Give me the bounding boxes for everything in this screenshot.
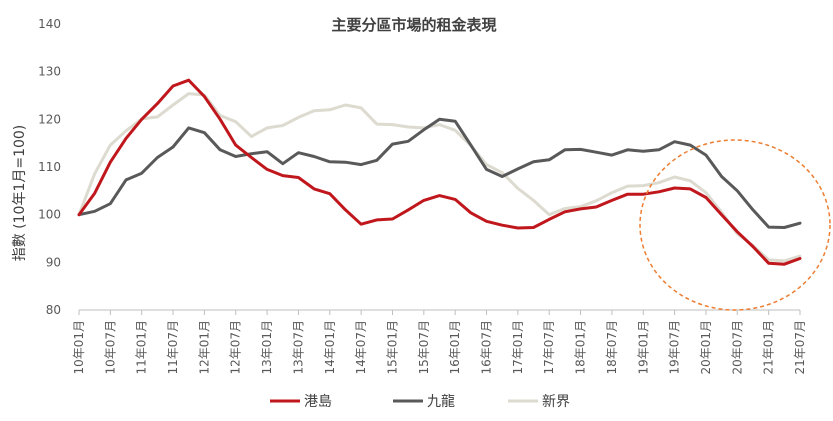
x-tick-label: 21年07月: [793, 320, 807, 375]
x-tick-label: 20年01月: [699, 320, 713, 375]
x-tick-label: 16年07月: [480, 320, 494, 375]
series-lines: [77, 78, 802, 266]
x-tick-label: 18年01月: [574, 320, 588, 375]
chart-title: 主要分區市場的租金表現: [331, 16, 496, 34]
legend-label: 港島: [304, 394, 332, 410]
series-line-2: [77, 117, 802, 229]
x-tick-label: 19年01月: [636, 320, 650, 375]
y-tick-label: 80: [46, 303, 61, 317]
y-tick-label: 140: [38, 17, 61, 31]
y-tick-label: 130: [38, 65, 61, 79]
x-tick-label: 17年07月: [542, 320, 556, 375]
x-tick-label: 17年01月: [511, 320, 525, 375]
legend-label: 新界: [542, 394, 570, 410]
x-tick-label: 14年01月: [323, 320, 337, 375]
x-tick-label: 19年07月: [668, 320, 682, 375]
series-line-3: [77, 92, 802, 263]
x-tick-label: 16年01月: [448, 320, 462, 375]
y-tick-label: 120: [38, 112, 61, 126]
x-tick-label: 12年07月: [229, 320, 243, 375]
x-tick-label: 13年07月: [291, 320, 305, 375]
legend-label: 九龍: [427, 393, 455, 410]
x-tick-label: 21年01月: [762, 320, 776, 375]
x-tick-label: 12年01月: [197, 320, 211, 375]
x-tick-label: 20年07月: [730, 320, 744, 375]
y-axis-label: 指數 (10年1月=100): [12, 125, 28, 262]
x-tick-label: 10年01月: [72, 320, 86, 375]
x-tick-label: 15年07月: [417, 320, 431, 375]
y-tick-label: 110: [38, 160, 61, 174]
y-tick-label: 90: [46, 255, 61, 269]
y-tick-label: 100: [38, 208, 61, 222]
x-tick-labels: 10年01月 10年07月 11年01月 11年07月 12年01月 12年07月 13年0…: [72, 310, 807, 375]
x-tick-label: 15年01月: [385, 320, 399, 375]
legend: 港島 九龍 新界: [270, 393, 570, 410]
x-tick-label: 11年07月: [166, 320, 180, 375]
series-line-1: [77, 78, 802, 266]
x-tick-label: 18年07月: [605, 320, 619, 375]
x-tick-label: 13年01月: [260, 320, 274, 375]
x-tick-label: 10年07月: [103, 320, 117, 375]
highlight-circle: [639, 139, 831, 311]
x-tick-label: 14年07月: [354, 320, 368, 375]
x-tick-label: 11年01月: [135, 320, 149, 375]
y-tick-labels: 80 90 100 110 120 130 140: [38, 17, 61, 317]
